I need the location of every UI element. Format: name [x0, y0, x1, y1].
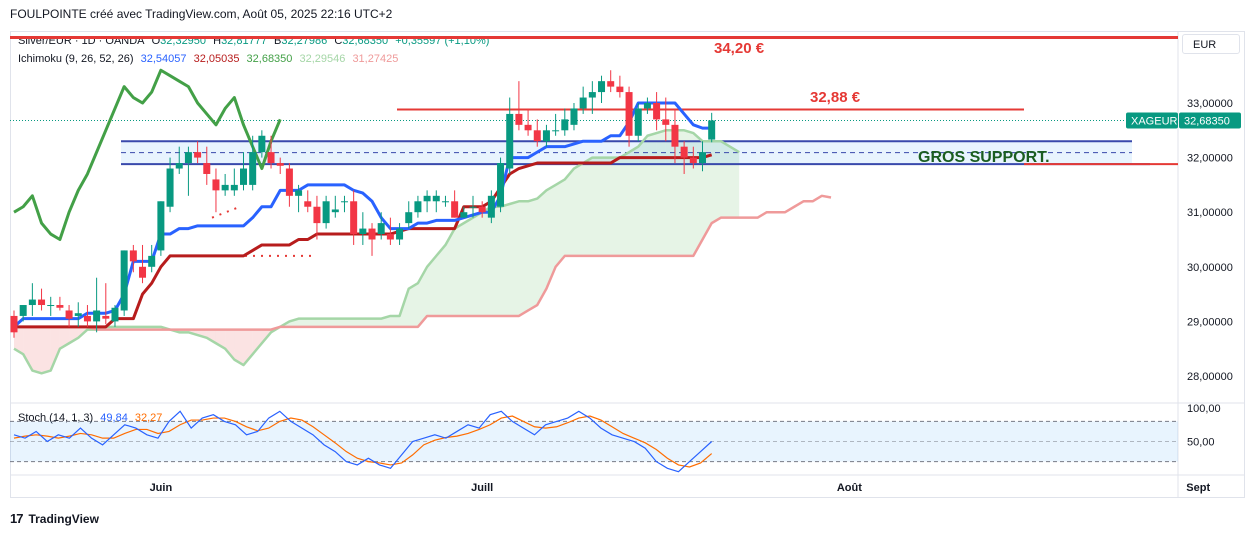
header-title: FOULPOINTE créé avec TradingView.com, Ao…	[10, 7, 393, 21]
legend-b-value: 32,27986	[281, 35, 328, 47]
legend-stoch-d: 32,27	[134, 412, 163, 424]
chart-frame	[10, 31, 1245, 498]
legend-stoch-k: 49,84	[100, 412, 128, 424]
legend-ichimoku-name: Ichimoku (9, 26, 52, 26)	[18, 53, 134, 65]
legend-ichimoku-tenkan: 32,54057	[140, 53, 187, 65]
legend-o-value: 32,32950	[160, 35, 207, 47]
legend-o-label: O	[151, 35, 161, 47]
legend-change: +0,35597 (+1,10%)	[395, 35, 490, 47]
footer-brand[interactable]: 17 TradingView	[10, 511, 99, 526]
legend-main[interactable]: Silver/EUR · 1D · OANDA O32,32950 H32,81…	[18, 35, 493, 47]
legend-ichimoku-kijun: 32,05035	[193, 53, 240, 65]
legend-c-value: 32,68350	[342, 35, 389, 47]
legend-c-label: C	[334, 35, 343, 47]
legend-stoch[interactable]: Stoch (14, 1, 3) 49,84 32,27	[18, 412, 166, 424]
tradingview-logo-icon: 17	[10, 511, 24, 526]
legend-ichimoku-chikou: 32,68350	[246, 53, 293, 65]
legend-ichimoku[interactable]: Ichimoku (9, 26, 52, 26) 32,54057 32,050…	[18, 53, 402, 65]
legend-h-value: 32,81777	[221, 35, 267, 47]
footer-brand-name: TradingView	[28, 511, 99, 526]
legend-stoch-name: Stoch (14, 1, 3)	[18, 412, 94, 424]
legend-symbol: Silver/EUR · 1D · OANDA	[18, 35, 145, 47]
currency-button[interactable]: EUR	[1182, 34, 1240, 54]
legend-b-label: B	[274, 35, 282, 47]
legend-ichimoku-senkou-a: 32,29546	[299, 53, 346, 65]
legend-ichimoku-senkou-b: 31,27425	[352, 53, 399, 65]
legend-h-label: H	[213, 35, 222, 47]
